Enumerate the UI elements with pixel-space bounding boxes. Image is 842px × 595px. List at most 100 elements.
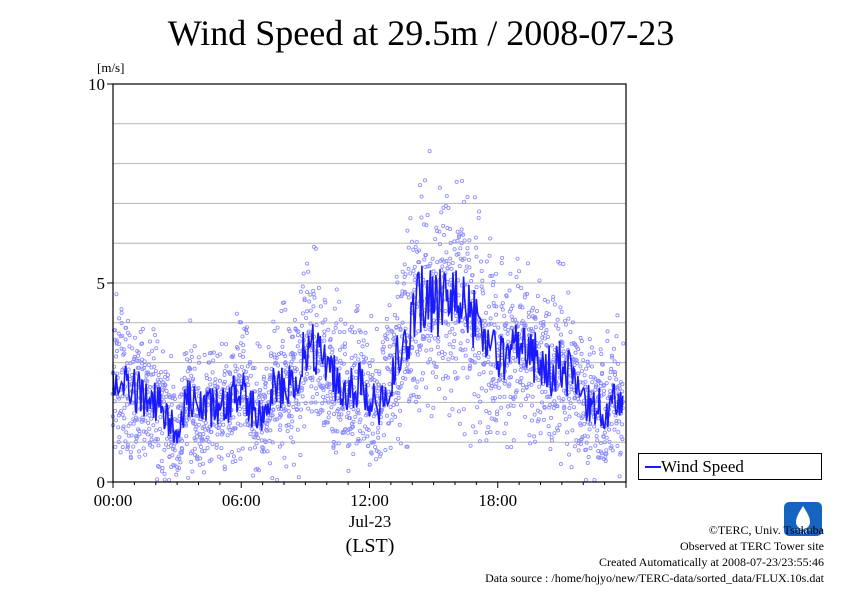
scatter-point — [121, 426, 126, 431]
scatter-point — [245, 378, 250, 383]
scatter-point — [209, 429, 214, 434]
scatter-point — [600, 362, 605, 367]
scatter-point — [560, 340, 565, 345]
scatter-point — [374, 379, 379, 384]
scatter-point — [488, 362, 493, 367]
scatter-point — [235, 421, 240, 426]
scatter-point — [394, 274, 399, 279]
scatter-point — [215, 384, 220, 389]
scatter-point — [424, 348, 429, 353]
scatter-point — [508, 394, 513, 399]
scatter-point — [387, 303, 392, 308]
scatter-point — [363, 424, 368, 429]
scatter-point — [368, 363, 373, 368]
scatter-point — [261, 374, 266, 379]
scatter-point — [302, 424, 307, 429]
scatter-point — [605, 329, 610, 334]
scatter-point — [322, 329, 327, 334]
scatter-point — [500, 255, 505, 260]
scatter-point — [469, 279, 474, 284]
scatter-point — [151, 356, 156, 361]
scatter-point — [118, 450, 123, 455]
scatter-point — [233, 363, 238, 368]
scatter-point — [155, 339, 160, 344]
scatter-point — [578, 364, 583, 369]
scatter-point — [180, 447, 185, 452]
scatter-point — [543, 330, 548, 335]
scatter-point — [420, 336, 425, 341]
scatter-point — [508, 375, 513, 380]
scatter-point — [576, 441, 581, 446]
scatter-point — [617, 383, 622, 388]
scatter-point — [605, 338, 610, 343]
scatter-point — [389, 418, 394, 423]
scatter-point — [162, 447, 167, 452]
scatter-point — [122, 351, 127, 356]
scatter-point — [475, 405, 480, 410]
scatter-point — [149, 416, 154, 421]
scatter-point — [238, 320, 243, 325]
scatter-point — [314, 322, 319, 327]
scatter-point — [122, 405, 127, 410]
scatter-point — [267, 438, 272, 443]
scatter-point — [210, 370, 215, 375]
scatter-point — [490, 283, 495, 288]
scatter-point — [284, 464, 289, 469]
scatter-point — [599, 362, 604, 367]
scatter-point — [119, 310, 124, 315]
scatter-point — [399, 381, 404, 386]
scatter-point — [154, 428, 159, 433]
scatter-point — [515, 284, 520, 289]
scatter-point — [593, 384, 598, 389]
scatter-point — [400, 269, 405, 274]
scatter-point — [125, 361, 130, 366]
scatter-point — [337, 347, 342, 352]
y-tick-label: 5 — [97, 274, 106, 293]
scatter-point — [533, 315, 538, 320]
scatter-point — [136, 359, 141, 364]
scatter-point — [352, 330, 357, 335]
scatter-point — [449, 388, 454, 393]
scatter-point — [120, 333, 125, 338]
scatter-point — [343, 341, 348, 346]
scatter-point — [476, 355, 481, 360]
scatter-point — [461, 407, 466, 412]
scatter-point — [525, 291, 530, 296]
scatter-point — [309, 409, 314, 414]
scatter-point — [620, 437, 625, 442]
scatter-point — [424, 385, 429, 390]
scatter-point — [459, 318, 464, 323]
scatter-point — [545, 299, 550, 304]
scatter-point — [583, 379, 588, 384]
scatter-point — [545, 334, 550, 339]
scatter-points — [110, 149, 626, 483]
scatter-point — [487, 304, 492, 309]
scatter-point — [221, 381, 226, 386]
scatter-point — [492, 303, 497, 308]
credit-site: Observed at TERC Tower site — [679, 539, 824, 553]
scatter-point — [148, 442, 153, 447]
scatter-point — [146, 352, 151, 357]
credit-source: Data source : /home/hojyo/new/TERC-data/… — [485, 571, 824, 585]
scatter-point — [583, 385, 588, 390]
scatter-point — [418, 343, 423, 348]
scatter-point — [161, 399, 166, 404]
scatter-point — [501, 378, 506, 383]
scatter-point — [303, 401, 308, 406]
scatter-point — [591, 350, 596, 355]
scatter-point — [178, 460, 183, 465]
scatter-point — [184, 441, 189, 446]
scatter-point — [160, 431, 165, 436]
scatter-point — [164, 442, 169, 447]
scatter-point — [511, 403, 516, 408]
scatter-point — [491, 376, 496, 381]
scatter-point — [542, 336, 547, 341]
scatter-point — [463, 353, 468, 358]
scatter-point — [598, 347, 603, 352]
scatter-point — [437, 351, 442, 356]
scatter-point — [385, 331, 390, 336]
scatter-point — [518, 367, 523, 372]
scatter-point — [544, 328, 549, 333]
scatter-point — [561, 397, 566, 402]
scatter-point — [229, 431, 234, 436]
